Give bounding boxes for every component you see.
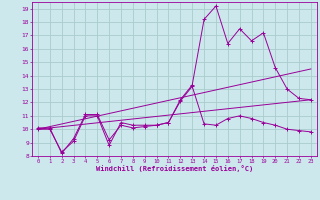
X-axis label: Windchill (Refroidissement éolien,°C): Windchill (Refroidissement éolien,°C) [96, 165, 253, 172]
